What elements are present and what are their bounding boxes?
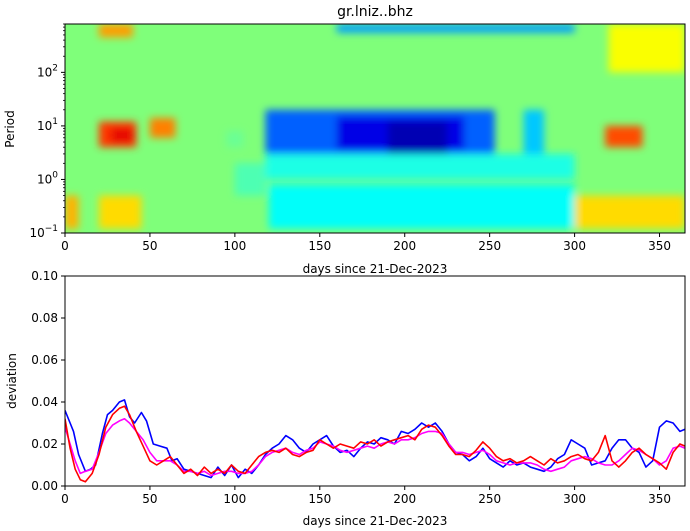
heatmap-region-14	[574, 195, 685, 229]
deviation-x-label: days since 21-Dec-2023	[303, 514, 448, 528]
deviation-y-label: deviation	[5, 353, 19, 409]
x-tick-label: 150	[308, 239, 331, 253]
deviation-frame	[64, 275, 686, 487]
x-tick-label: 50	[142, 492, 157, 506]
deviation-line-0	[65, 399, 685, 479]
x-tick-label: 200	[393, 239, 416, 253]
y-tick-label: 102	[37, 63, 58, 79]
heatmap-region-13	[605, 125, 643, 148]
spectrogram-x-label: days since 21-Dec-2023	[303, 262, 448, 276]
heatmap-cells	[65, 24, 685, 229]
heatmap-region-3	[523, 109, 545, 159]
y-tick-label: 0.00	[31, 479, 58, 493]
deviation-line-2	[65, 405, 685, 483]
y-tick-label: 0.02	[31, 437, 58, 451]
x-tick-label: 300	[563, 492, 586, 506]
deviation-series	[65, 399, 685, 483]
deviation-panel: 0 50 100 150 200 250 300 350 0.000.020.040.060.…	[5, 269, 686, 528]
x-tick-label: 100	[223, 239, 246, 253]
deviation-y-axis: 0.00 0.02 0.04 0.06 0.08 0.10	[31, 269, 65, 493]
heatmap-region-11	[65, 195, 79, 229]
x-tick-label: 0	[61, 492, 69, 506]
heatmap-region-12	[98, 195, 142, 229]
y-tick-label: 0.06	[31, 353, 58, 367]
y-tick-label: 100	[37, 170, 58, 186]
heatmap-region-9	[110, 128, 133, 143]
x-tick-label: 250	[478, 239, 501, 253]
x-tick-label: 150	[308, 492, 331, 506]
x-tick-label: 250	[478, 492, 501, 506]
heatmap-region-5	[268, 184, 575, 229]
spectrogram-panel: gr.lniz..bhz 0 50 100 150 200 250 300 350 10−11…	[3, 4, 686, 276]
heatmap-region-6	[336, 24, 575, 33]
y-tick-label: 10−1	[29, 224, 58, 240]
y-tick-label: 0.08	[31, 311, 58, 325]
heatmap-region-15	[608, 24, 685, 73]
spectrogram-y-label: Period	[3, 110, 17, 147]
spectrogram-title: gr.lniz..bhz	[337, 4, 413, 20]
x-tick-label: 200	[393, 492, 416, 506]
y-tick-label: 101	[37, 117, 58, 133]
heatmap-region-16	[234, 163, 266, 196]
x-tick-label: 0	[61, 239, 69, 253]
x-tick-label: 100	[223, 492, 246, 506]
deviation-line-1	[65, 417, 685, 477]
heatmap-region-17	[226, 131, 244, 148]
x-tick-label: 50	[142, 239, 157, 253]
x-tick-label: 300	[563, 239, 586, 253]
x-tick-label: 350	[648, 239, 671, 253]
y-tick-label: 0.10	[31, 269, 58, 283]
spectrogram-y-axis: 10−1 100 101 102	[29, 23, 65, 240]
x-tick-label: 350	[648, 492, 671, 506]
spectrogram-x-axis: 0 50 100 150 200 250 300 350	[61, 233, 671, 253]
heatmap-region-2	[387, 121, 448, 154]
heatmap-region-7	[98, 24, 133, 38]
heatmap-region-10	[149, 118, 176, 138]
y-tick-label: 0.04	[31, 395, 58, 409]
heatmap-region-4	[265, 153, 575, 180]
deviation-x-axis: 0 50 100 150 200 250 300 350	[61, 486, 671, 506]
